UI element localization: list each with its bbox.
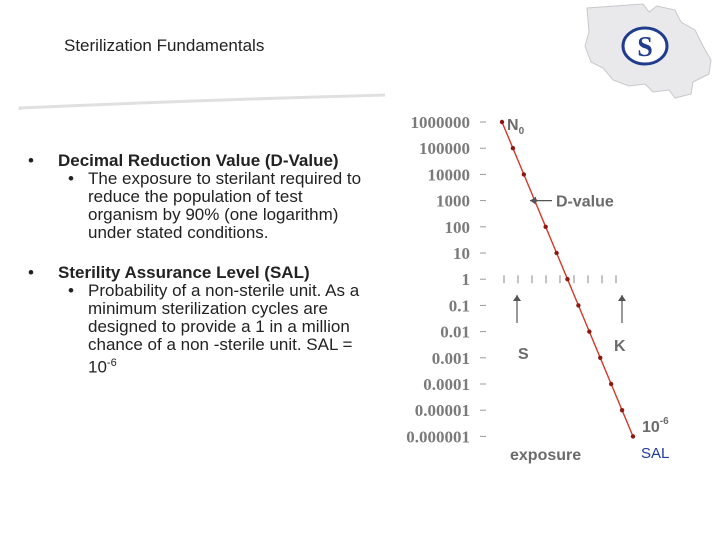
slide-title: Sterilization Fundamentals xyxy=(64,36,265,55)
logo-letter: S xyxy=(637,32,653,63)
bullet-subtext: • Probability of a non-sterile unit. As … xyxy=(68,281,360,377)
y-tick-label: 10000 xyxy=(428,165,471,184)
bullet-marker: • xyxy=(28,263,34,282)
data-point xyxy=(554,250,559,256)
bullet-marker: • xyxy=(28,151,34,170)
y-tick-label: 10 xyxy=(453,244,470,263)
y-tick-label: 0.00001 xyxy=(415,401,470,420)
logo: S xyxy=(584,3,712,99)
chart-annotations: N0 D-value S K 10-6 exposure xyxy=(507,117,669,464)
n0-label: N0 xyxy=(507,117,525,137)
y-tick-label: 0.000001 xyxy=(406,427,470,446)
y-tick-label: 1 xyxy=(462,270,471,289)
bullet-subtext: • The exposure to sterilant required to … xyxy=(68,169,362,242)
k-label: K xyxy=(614,338,626,355)
sal-exponent: -6 xyxy=(106,357,117,369)
y-tick-label: 0.01 xyxy=(440,323,470,342)
data-point xyxy=(521,172,527,177)
bullet-d-value: • Decimal Reduction Value (D-Value) • Th… xyxy=(28,152,373,242)
sub-bullet-marker: • xyxy=(68,169,74,188)
data-point xyxy=(608,381,614,387)
y-tick-label: 0.0001 xyxy=(423,375,470,394)
y-tick-label: 1000 xyxy=(436,192,470,211)
y-tick-label: 100 xyxy=(445,218,471,237)
log-reduction-chart: 1000000 100000 10000 1000 100 10 1 0.1 0.01 0.001… xyxy=(406,113,669,464)
bullet-heading: Sterility Assurance Level (SAL) xyxy=(58,263,310,282)
data-point xyxy=(598,355,603,360)
data-point xyxy=(510,146,516,151)
k-label-arrowhead xyxy=(618,295,626,301)
sal-label: SAL xyxy=(641,445,670,462)
data-point xyxy=(630,434,636,439)
y-tick-label: 100000 xyxy=(419,139,470,158)
sal-value: 10-6 xyxy=(642,416,669,436)
x-axis-label: exposure xyxy=(510,447,581,464)
chart-marks xyxy=(499,119,636,439)
sal-value-exponent: -6 xyxy=(660,416,669,427)
data-point xyxy=(565,277,570,282)
y-tick-label: 1000000 xyxy=(411,113,471,132)
y-tick-label: 0.1 xyxy=(449,296,470,315)
data-point xyxy=(587,329,592,334)
n0-subscript: 0 xyxy=(519,126,525,137)
d-value-arrowhead xyxy=(530,196,536,205)
bullet-list: • Decimal Reduction Value (D-Value) • Th… xyxy=(28,152,373,399)
data-point xyxy=(576,303,581,308)
data-point xyxy=(543,224,548,229)
sub-bullet-marker: • xyxy=(68,281,74,300)
data-point xyxy=(499,119,505,125)
header-divider xyxy=(18,93,386,110)
d-value-label: D-value xyxy=(556,194,614,211)
data-point xyxy=(619,408,625,413)
bullet-heading: Decimal Reduction Value (D-Value) xyxy=(58,151,339,170)
y-tick-label: 0.001 xyxy=(432,349,470,368)
y-tick-labels: 1000000 100000 10000 1000 100 10 1 0.1 0.01 0.001… xyxy=(406,113,486,446)
s-label-arrowhead xyxy=(513,295,521,301)
bullet-sal: • Sterility Assurance Level (SAL) • Prob… xyxy=(28,264,373,377)
s-label: S xyxy=(518,346,529,363)
